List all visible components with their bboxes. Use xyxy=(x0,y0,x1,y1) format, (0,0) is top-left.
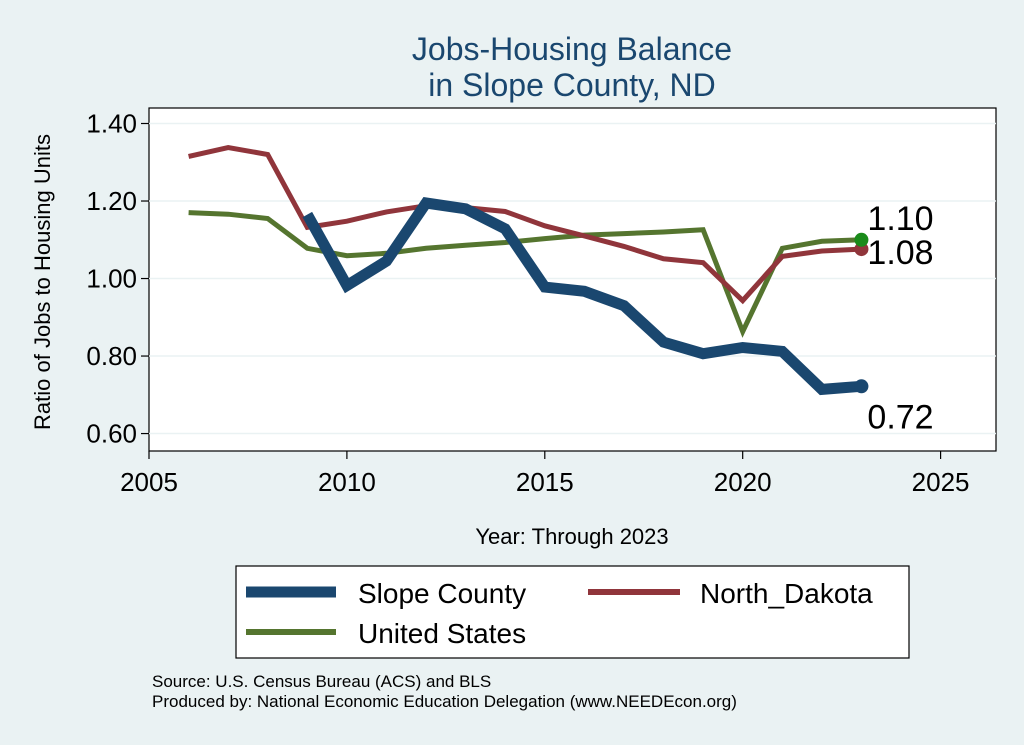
x-axis-ticks: 2005 2010 2015 2020 2025 xyxy=(120,451,970,497)
chart-title-line-2: in Slope County, ND xyxy=(428,67,716,103)
x-axis-label: Year: Through 2023 xyxy=(475,524,668,549)
series-line-north-dakota xyxy=(188,144,862,305)
producer-line: Produced by: National Economic Education… xyxy=(152,692,737,711)
x-tick-label: 2025 xyxy=(912,467,970,497)
end-label-united-states: 1.10 xyxy=(867,200,933,238)
chart-title-line-1: Jobs-Housing Balance xyxy=(412,31,732,67)
y-axis-label: Ratio of Jobs to Housing Units xyxy=(30,134,55,430)
y-tick-label: 1.20 xyxy=(86,186,137,216)
source-note: Source: U.S. Census Bureau (ACS) and BLS… xyxy=(152,672,737,712)
x-tick-label: 2010 xyxy=(318,467,376,497)
x-tick-label: 2005 xyxy=(120,467,178,497)
end-label-north-dakota: 1.08 xyxy=(867,234,933,272)
source-line: Source: U.S. Census Bureau (ACS) and BLS xyxy=(152,672,492,691)
legend-label-north-dakota: North_Dakota xyxy=(700,578,873,609)
x-tick-label: 2015 xyxy=(516,467,574,497)
series-line-united-states xyxy=(188,210,862,338)
y-tick-label: 0.60 xyxy=(86,419,137,449)
end-marker-slope-county xyxy=(854,379,869,394)
x-tick-label: 2020 xyxy=(714,467,772,497)
series-line-slope-county xyxy=(302,197,862,396)
legend: Slope County North_Dakota United States xyxy=(235,565,910,659)
end-marker-united-states xyxy=(854,232,869,247)
gridlines xyxy=(149,122,996,435)
legend-label-united-states: United States xyxy=(358,618,526,649)
y-tick-label: 1.40 xyxy=(86,109,137,139)
series-lines xyxy=(188,144,862,396)
plot-area xyxy=(148,107,997,452)
legend-box xyxy=(235,565,910,659)
y-tick-label: 1.00 xyxy=(86,264,137,294)
end-label-slope-county: 0.72 xyxy=(867,398,933,436)
y-axis-ticks: 0.60 0.80 1.00 1.20 1.40 xyxy=(86,109,149,449)
legend-label-slope-county: Slope County xyxy=(358,578,526,609)
end-labels: 0.72 1.081.10 xyxy=(854,200,934,436)
y-tick-label: 0.80 xyxy=(86,341,137,371)
